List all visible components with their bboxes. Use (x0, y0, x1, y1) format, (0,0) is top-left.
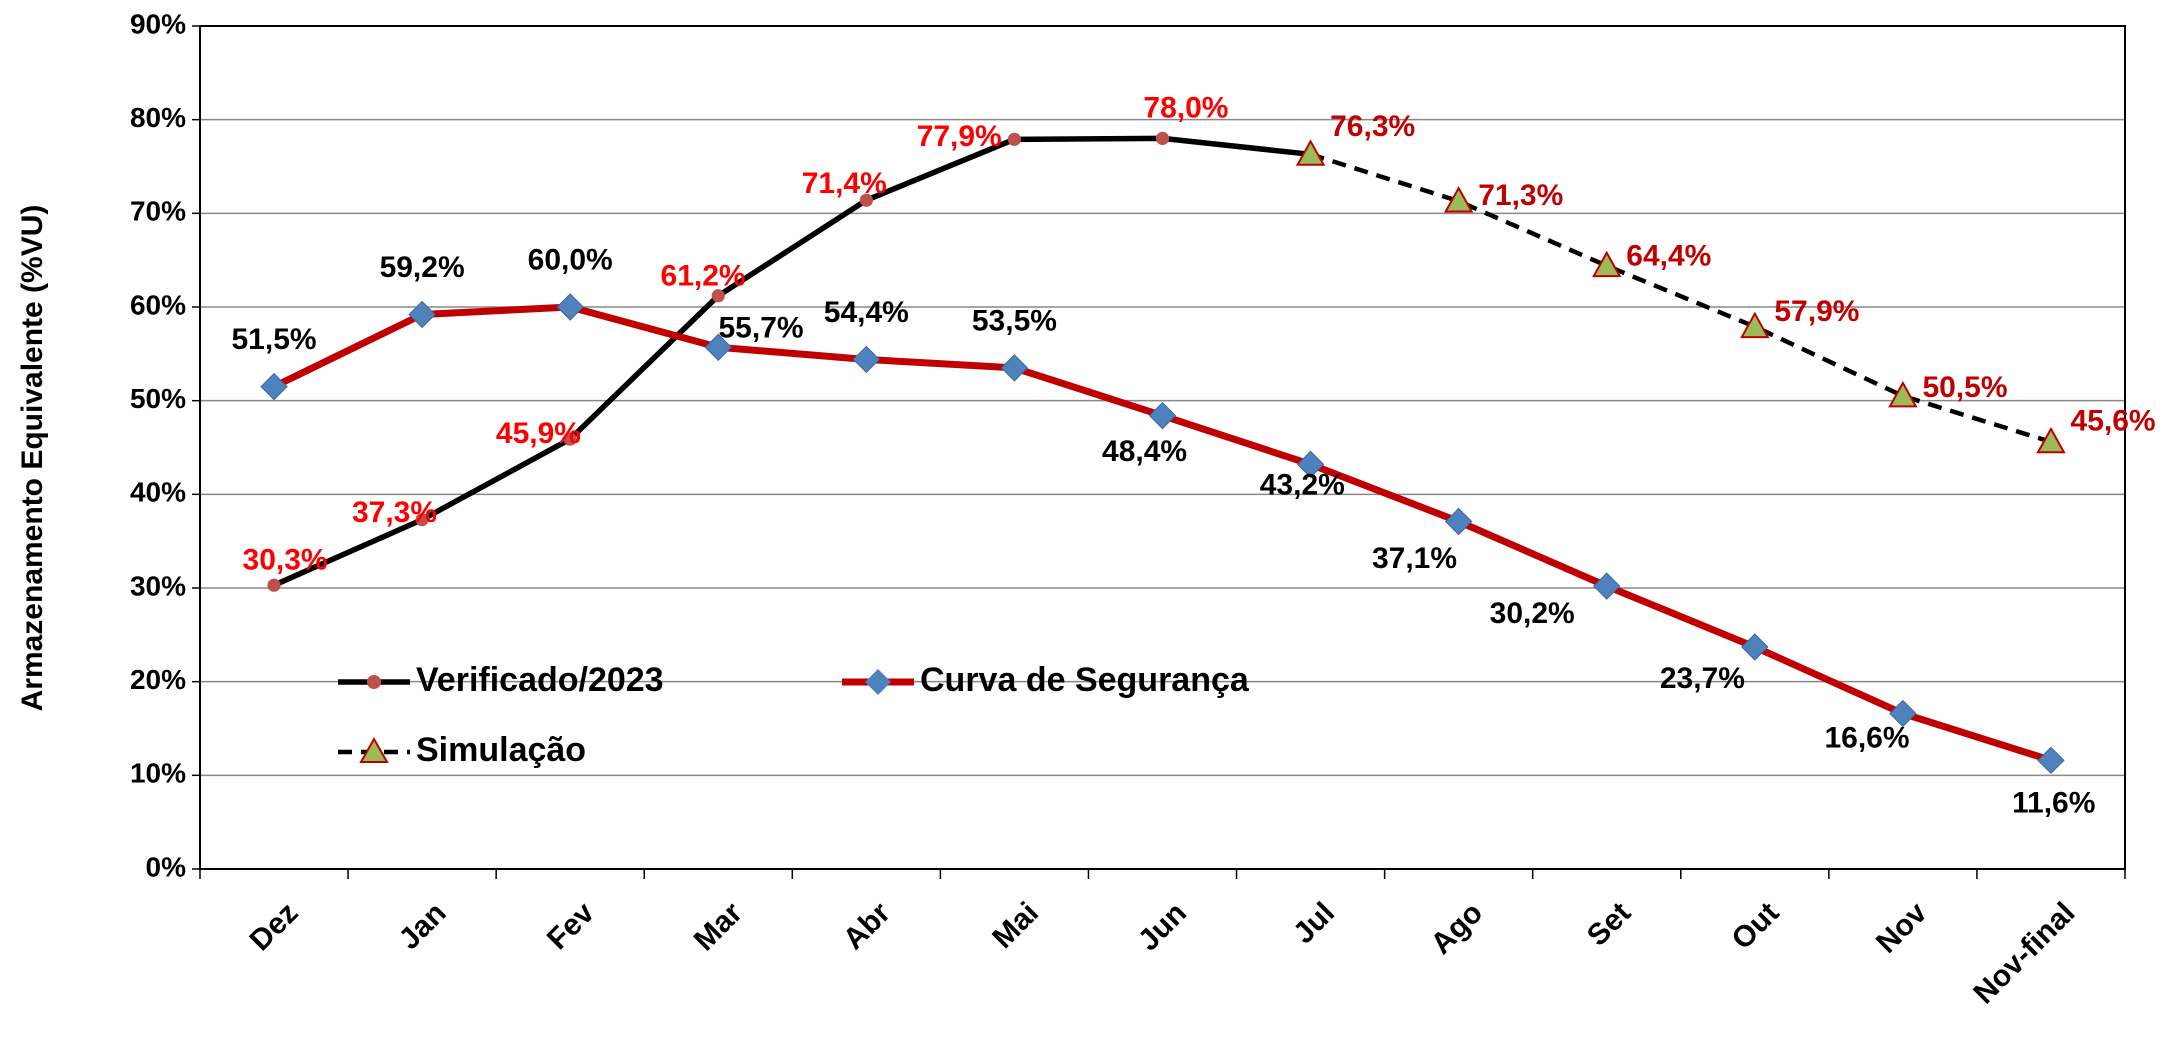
data-label: 78,0% (1143, 91, 1228, 124)
data-label: 11,6% (2012, 786, 2095, 819)
point (267, 578, 281, 592)
data-label: 55,7% (719, 311, 804, 344)
y-tick-label: 80% (130, 102, 186, 133)
data-label: 37,3% (352, 496, 437, 529)
point (704, 333, 732, 361)
series-line (272, 135, 1311, 588)
point (1741, 633, 1769, 661)
y-tick-label: 70% (130, 196, 186, 227)
y-tick-label: 20% (130, 664, 186, 695)
point (1007, 132, 1022, 146)
x-tick-label: Nov-final (1967, 896, 2081, 1010)
point (2036, 426, 2066, 454)
point (1740, 311, 1770, 339)
y-axis-title: Armazenamento Equivalente (%VU) (16, 205, 49, 712)
y-tick-label: 50% (130, 383, 186, 414)
point (1593, 572, 1621, 600)
data-label: 54,4% (824, 296, 909, 329)
data-label: 76,3% (1330, 110, 1415, 143)
point (556, 293, 584, 321)
x-tick-label: Abr (837, 896, 897, 956)
data-label: 16,6% (1824, 722, 1909, 755)
x-tick-label: Mai (986, 896, 1045, 955)
point (1444, 507, 1473, 536)
x-tick-label: Jul (1287, 896, 1341, 950)
y-tick-label: 0% (146, 851, 187, 882)
y-tick-label: 10% (130, 758, 186, 789)
point (1148, 401, 1177, 430)
x-tick-label: Jun (1132, 896, 1193, 957)
point (1889, 699, 1917, 728)
data-label: 30,3% (243, 544, 328, 577)
data-label: 61,2% (661, 260, 746, 293)
y-tick-label: 60% (130, 289, 186, 320)
data-label: 59,2% (380, 251, 465, 284)
legend-marker (865, 669, 891, 695)
y-tick-label: 40% (130, 477, 186, 508)
point (408, 300, 436, 329)
data-label: 57,9% (1774, 295, 1859, 328)
legend-label: Verificado/2023 (416, 661, 664, 699)
point (415, 513, 429, 527)
data-label: 37,1% (1372, 542, 1457, 575)
y-tick-label: 90% (130, 8, 186, 39)
series-line (1309, 152, 2052, 445)
x-tick-label: Set (1581, 896, 1637, 952)
point (1295, 139, 1326, 166)
point (2037, 746, 2065, 775)
data-label: 71,3% (1478, 179, 1563, 212)
data-label: 30,2% (1490, 597, 1575, 630)
x-tick-label: Fev (541, 896, 601, 956)
data-label: 23,7% (1660, 662, 1745, 695)
point (563, 432, 577, 446)
data-label: 60,0% (528, 243, 613, 276)
data-label: 45,6% (2071, 404, 2156, 437)
x-tick-label: Ago (1425, 896, 1490, 961)
data-label: 77,9% (917, 120, 1002, 153)
x-tick-label: Jan (393, 896, 453, 956)
point (852, 345, 881, 374)
data-label: 45,9% (496, 417, 581, 450)
legend-marker (359, 736, 389, 763)
x-tick-label: Mar (688, 896, 749, 957)
data-label: 50,5% (1922, 371, 2007, 404)
point (1155, 131, 1170, 145)
legend-label: Curva de Segurança (920, 661, 1250, 699)
y-tick-label: 30% (130, 570, 186, 601)
data-label: 71,4% (802, 167, 887, 200)
data-label: 51,5% (231, 323, 316, 356)
point (260, 372, 288, 401)
x-tick-label: Nov (1870, 896, 1934, 960)
data-label: 64,4% (1626, 239, 1711, 272)
legend-label: Simulação (416, 731, 586, 769)
point (1000, 354, 1029, 382)
point (711, 289, 725, 303)
plot-frame (199, 25, 2126, 870)
data-label: 53,5% (972, 304, 1057, 337)
x-tick-label: Out (1725, 896, 1785, 956)
point (1443, 186, 1474, 213)
point (1888, 380, 1918, 408)
point (859, 193, 873, 207)
data-label: 48,4% (1102, 435, 1187, 468)
point (1296, 450, 1325, 479)
point (1592, 250, 1622, 278)
x-tick-label: Dez (244, 896, 305, 957)
data-label: 43,2% (1260, 468, 1345, 501)
legend-marker (367, 675, 381, 689)
